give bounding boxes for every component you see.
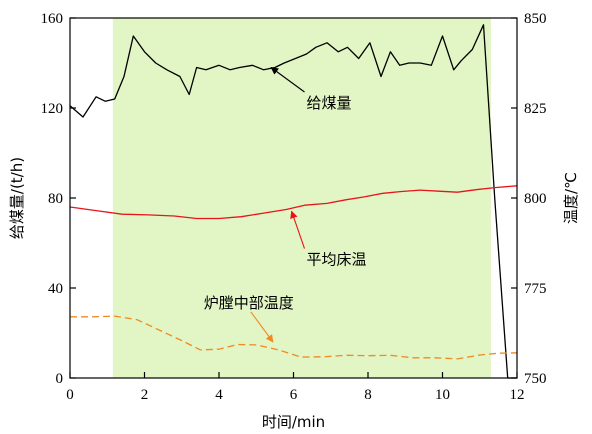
x-tick-label-3: 6 (290, 387, 298, 403)
x-axis-title: 时间/min (262, 413, 325, 431)
series-line-3 (70, 315, 518, 360)
y-left-tick-label-0: 0 (56, 371, 64, 387)
y-right-tick-label-1: 775 (524, 281, 547, 297)
y-right-tick-label-0: 750 (524, 371, 547, 387)
y-axis-left-title: 给煤量/(t/h) (8, 157, 26, 239)
x-tick-label-2: 4 (215, 387, 223, 403)
series-line-2 (69, 185, 518, 220)
x-tick-label-0: 0 (66, 387, 74, 403)
series-layer (69, 24, 518, 379)
x-tick-label-1: 2 (141, 387, 149, 403)
x-tick-label-4: 8 (364, 387, 372, 403)
series-line-1 (69, 24, 517, 379)
annotation-label-1: 给煤量 (307, 94, 352, 112)
y-left-tick-label-1: 40 (48, 281, 63, 297)
highlight-region (112, 18, 491, 378)
annotation-arrow-3 (250, 311, 274, 343)
annotation-label-3: 炉膛中部温度 (204, 294, 294, 312)
annotation-arrow-1 (270, 67, 305, 93)
x-tick-label-5: 10 (435, 387, 450, 403)
y-left-tick-label-2: 80 (48, 191, 63, 207)
annotation-label-2: 平均床温 (307, 251, 367, 269)
y-right-tick-label-4: 850 (524, 11, 547, 27)
y-left-tick-label-4: 160 (41, 11, 64, 27)
annotation-arrow-2 (290, 210, 306, 249)
y-left-tick-label-3: 120 (41, 101, 64, 117)
y-right-tick-label-2: 800 (524, 191, 547, 207)
y-right-tick-label-3: 825 (524, 101, 547, 117)
y-axis-right-title: 温度/℃ (562, 172, 580, 224)
x-tick-label-6: 12 (510, 387, 525, 403)
